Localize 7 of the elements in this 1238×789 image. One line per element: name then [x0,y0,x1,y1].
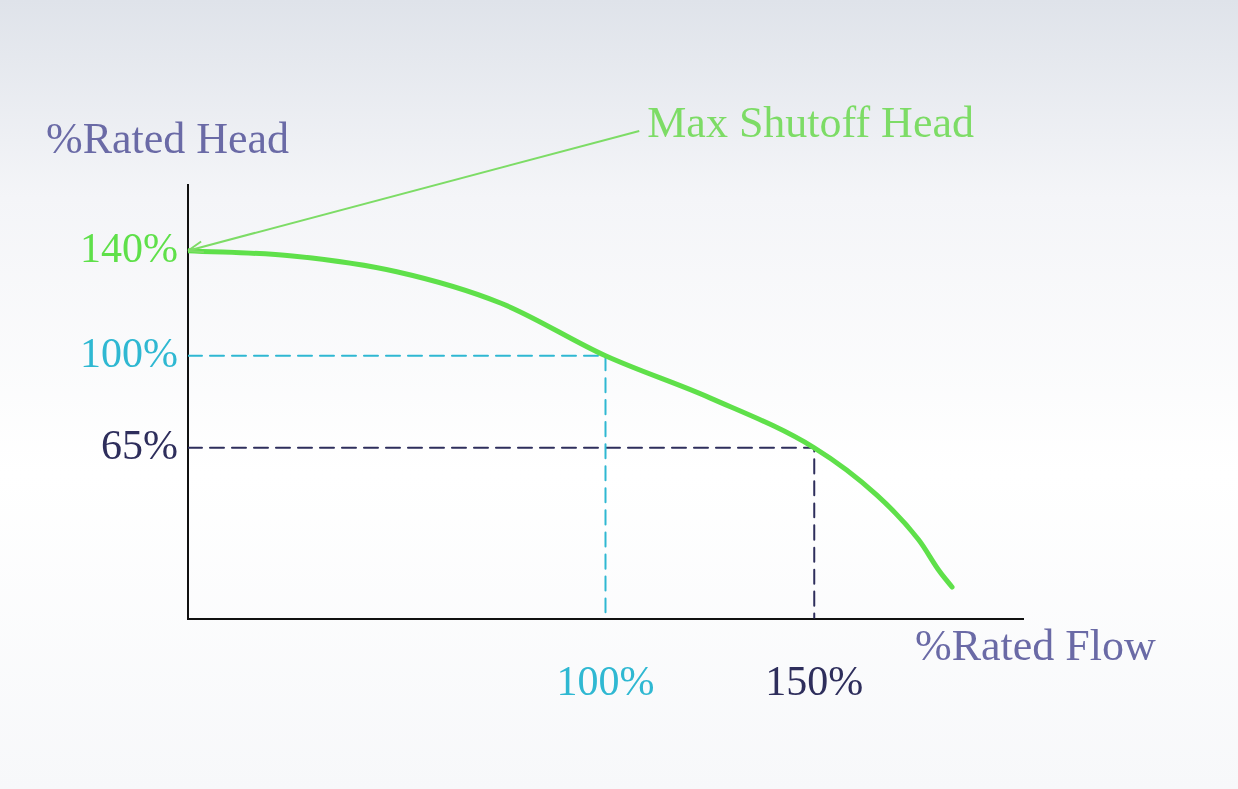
annotation: Max Shutoff Head [647,97,974,147]
x-tick-label: 150% [765,657,864,704]
x-axis-title: %Rated Flow [915,621,1156,671]
y-tick-label: 140% [79,224,178,271]
y-axis-title: %Rated Head [45,113,290,163]
y-tick-label: 100% [79,329,178,376]
y-tick-label: 65% [100,421,178,468]
